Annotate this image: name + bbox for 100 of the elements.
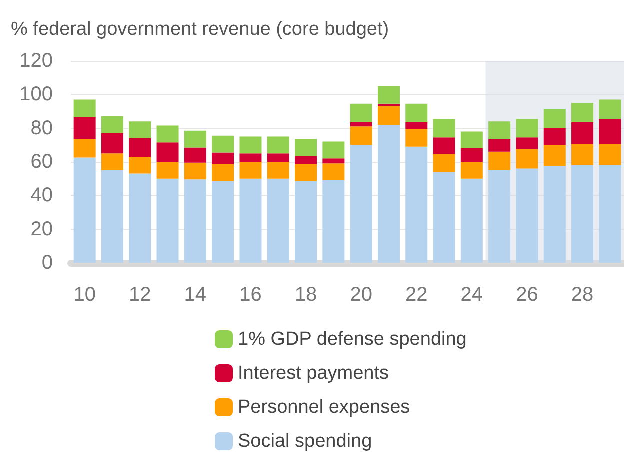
- x-tick-label: 10: [74, 284, 96, 306]
- bar: [350, 122, 372, 127]
- bar: [129, 138, 152, 157]
- bar: [240, 162, 262, 179]
- bar: [516, 138, 538, 150]
- bar: [74, 158, 96, 263]
- bar: [406, 122, 428, 130]
- y-axis-title: % federal government revenue (core budget): [11, 19, 390, 40]
- y-tick-label: 100: [20, 84, 53, 106]
- bar: [350, 145, 372, 263]
- bar: [599, 144, 622, 166]
- bar: [378, 124, 400, 263]
- bar: [101, 116, 124, 134]
- bar: [378, 104, 400, 106]
- bar: [295, 139, 318, 156]
- bar: [488, 152, 511, 170]
- bar: [460, 132, 483, 149]
- bar: [129, 156, 152, 174]
- bar: [267, 154, 290, 162]
- bar: [433, 172, 456, 263]
- x-tick-label: 26: [516, 284, 538, 306]
- bar: [599, 100, 622, 120]
- legend-label: Interest payments: [238, 363, 390, 384]
- bar: [406, 104, 428, 122]
- bar: [156, 162, 179, 179]
- x-tick-label: 16: [240, 284, 262, 306]
- bar: [267, 162, 290, 179]
- bar: [406, 129, 428, 147]
- bar: [516, 149, 538, 169]
- x-tick-label: 14: [184, 284, 207, 306]
- bar: [101, 154, 124, 170]
- legend-label: Personnel expenses: [238, 397, 410, 418]
- bar: [488, 139, 511, 152]
- bar: [572, 103, 594, 122]
- bar: [184, 130, 206, 148]
- bar: [212, 136, 234, 153]
- bar: [184, 180, 206, 263]
- bar: [267, 136, 290, 154]
- bar: [212, 164, 234, 182]
- bar: [156, 142, 179, 162]
- bar: [101, 133, 124, 154]
- y-tick-label: 80: [30, 117, 53, 140]
- bar: [460, 178, 483, 263]
- bar: [240, 178, 262, 263]
- bar: [322, 180, 345, 263]
- y-tick-label: 60: [30, 151, 53, 173]
- bar: [544, 166, 566, 263]
- bar: [350, 126, 372, 146]
- x-tick-label: 24: [460, 284, 484, 306]
- bar: [544, 145, 566, 166]
- bar: [433, 138, 456, 154]
- bar: [267, 178, 290, 263]
- bar: [212, 181, 234, 263]
- bar: [240, 136, 262, 154]
- bar: [544, 128, 566, 146]
- bar: [406, 146, 428, 263]
- bar: [74, 139, 96, 158]
- bar: [572, 165, 594, 263]
- legend-label: Social spending: [238, 431, 372, 452]
- bar: [295, 181, 318, 263]
- bar: [212, 152, 234, 165]
- bar: [295, 156, 318, 165]
- x-tick-label: 28: [571, 284, 594, 306]
- bar: [433, 119, 456, 138]
- y-tick-label: 40: [30, 184, 53, 207]
- bar: [74, 117, 96, 140]
- y-tick-label: 120: [20, 50, 53, 72]
- bar: [74, 100, 96, 118]
- bar: [156, 126, 179, 143]
- bar: [460, 162, 483, 179]
- x-tick-label: 18: [294, 284, 318, 306]
- x-tick-label: 12: [129, 284, 152, 306]
- bar: [184, 162, 206, 180]
- bar: [544, 108, 566, 128]
- bar: [572, 122, 594, 144]
- bar: [488, 122, 511, 140]
- bar: [129, 174, 152, 263]
- bar: [488, 170, 511, 263]
- bar: [184, 148, 206, 163]
- bar: [433, 154, 456, 172]
- bar: [599, 119, 622, 144]
- bar: [295, 164, 318, 182]
- bar: [156, 178, 179, 263]
- bar: [516, 168, 538, 263]
- bar: [240, 154, 262, 162]
- bar: [322, 158, 345, 164]
- x-tick-label: 22: [406, 284, 428, 306]
- y-tick-label: 0: [42, 252, 53, 274]
- bar: [572, 144, 594, 166]
- bar: [516, 119, 538, 138]
- y-tick-label: 20: [30, 218, 53, 240]
- bar: [378, 106, 400, 125]
- bar: [322, 164, 345, 181]
- bar: [101, 170, 124, 263]
- bar: [322, 142, 345, 159]
- bar: [599, 165, 622, 263]
- bar: [460, 148, 483, 162]
- bar: [378, 86, 400, 104]
- bar: [129, 122, 152, 138]
- legend-label: 1% GDP defense spending: [238, 329, 467, 350]
